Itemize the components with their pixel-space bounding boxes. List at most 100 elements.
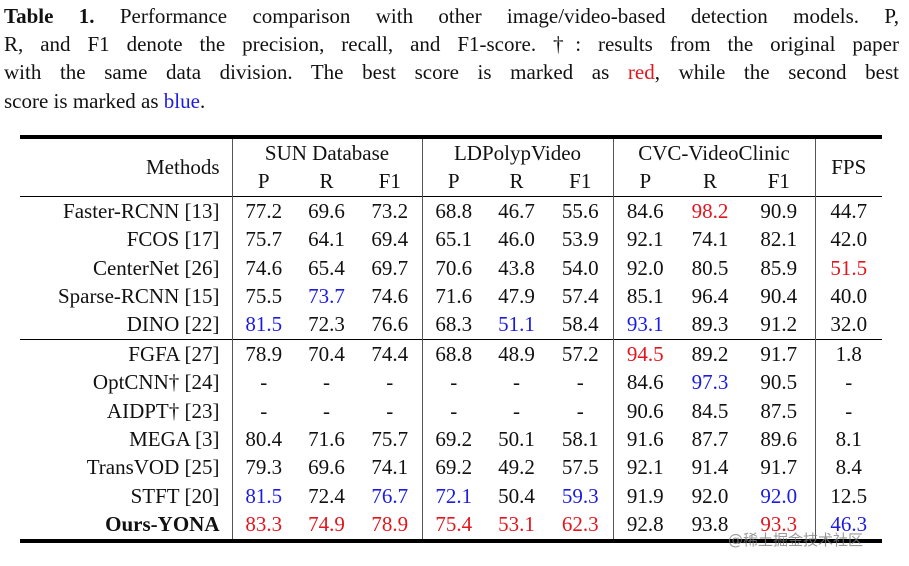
score-cell: 69.4 [371, 227, 409, 252]
header-fps: FPS [814, 137, 883, 197]
score-cell: 74.4 [358, 338, 423, 369]
score-cell: - [231, 368, 295, 397]
score-cell: - [513, 398, 521, 423]
score-cell: 72.4 [308, 483, 345, 508]
score-cell: 58.1 [561, 427, 599, 452]
score-cell: 91.7 [743, 338, 816, 369]
score-cell: 93.8 [691, 512, 729, 537]
score-cell: 91.4 [691, 455, 729, 480]
score-cell: - [386, 398, 394, 423]
score-cell: 89.2 [677, 338, 744, 369]
score-cell: 55.6 [548, 195, 614, 226]
score-cell: - [323, 398, 330, 423]
score-cell: 65.1 [421, 225, 486, 254]
score-cell: 65.4 [308, 255, 345, 280]
score-cell: 69.2 [421, 425, 486, 454]
score-cell: 84.6 [612, 195, 678, 226]
score-cell: 68.8 [421, 338, 486, 369]
score-cell: 57.4 [561, 284, 599, 309]
score-cell: 76.7 [371, 483, 409, 508]
score-cell: 84.6 [612, 368, 678, 397]
score-cell: 70.4 [295, 338, 358, 369]
method-name: DINO [22] [126, 312, 220, 337]
score-cell: 74.1 [691, 227, 729, 252]
score-cell: 78.9 [371, 512, 409, 537]
watermark: @稀土掘金技术社区 [728, 531, 864, 549]
caption-text: Performance comparison with other image/… [94, 4, 899, 28]
score-cell: - [386, 370, 394, 395]
header-metric: F1 [378, 169, 401, 194]
score-cell: - [513, 370, 521, 395]
table-row: CenterNet [26] 74.6 65.4 69.7 70.6 43.8 54.0 92… [20, 253, 883, 283]
score-cell: 91.2 [760, 312, 798, 337]
score-cell: 73.2 [358, 195, 423, 226]
score-cell: 68.3 [421, 310, 486, 340]
score-cell: 75.7 [231, 225, 295, 254]
score-cell: 57.2 [548, 338, 614, 369]
score-cell: 71.6 [308, 427, 345, 452]
caption-label: Table 1. [4, 4, 95, 28]
score-cell: 50.4 [498, 483, 535, 508]
score-cell: 87.7 [691, 427, 729, 452]
performance-table: Methods SUN Database LDPolypVideo CVC-Vi… [20, 135, 883, 543]
score-cell: 92.0 [691, 483, 729, 508]
caption-text: score is marked as [4, 89, 164, 113]
score-cell: 94.5 [612, 338, 678, 369]
fps-cell: 32.0 [814, 310, 883, 340]
score-cell: 54.0 [561, 255, 599, 280]
table-row: Faster-RCNN [13] 77.2 69.6 73.2 68.8 46.7 55.6… [20, 195, 883, 226]
caption-text: . [199, 89, 206, 113]
score-cell: - [576, 370, 584, 395]
score-cell: - [421, 396, 486, 426]
score-cell: 75.4 [421, 510, 486, 541]
score-cell: - [576, 398, 584, 423]
score-cell: 82.1 [760, 227, 798, 252]
fps-cell: 42.0 [814, 225, 883, 254]
header-group-cvc: CVC-VideoClinic [612, 137, 816, 168]
score-cell: 72.1 [421, 481, 486, 511]
method-name: MEGA [3] [129, 427, 220, 452]
blue-word: blue [163, 89, 200, 113]
table-row: DINO [22] 81.5 72.3 76.6 68.3 51.1 58.4 93.1 89.… [20, 310, 883, 340]
score-cell: 74.6 [371, 284, 409, 309]
header-metric: F1 [569, 169, 592, 194]
score-cell: 69.2 [421, 453, 486, 482]
score-cell: 96.4 [691, 284, 729, 309]
table-row: STFT [20] 81.5 72.4 76.7 72.1 50.4 59.3 91.9 92.… [20, 481, 883, 511]
score-cell: 90.6 [612, 396, 678, 426]
method-name: OptCNN† [24] [92, 370, 220, 395]
score-cell: 51.1 [498, 312, 535, 337]
score-cell: 91.7 [760, 455, 798, 480]
method-name: Ours-YONA [105, 512, 220, 537]
score-cell: 69.6 [295, 195, 358, 226]
score-cell: 79.3 [231, 453, 295, 482]
table-row: MEGA [3] 80.4 71.6 75.7 69.2 50.1 58.1 91.6 87.7… [20, 425, 883, 454]
method-name: STFT [20] [130, 483, 220, 508]
score-cell: 85.9 [760, 255, 798, 280]
score-cell: 73.7 [308, 284, 345, 309]
score-cell: 77.2 [231, 195, 295, 226]
method-name: Faster-RCNN [13] [20, 195, 232, 226]
score-cell: 43.8 [498, 255, 535, 280]
red-word: red [627, 60, 655, 84]
score-cell: 64.1 [308, 227, 345, 252]
score-cell: 91.9 [612, 481, 678, 511]
method-name: CenterNet [26] [92, 255, 220, 280]
score-cell: 92.1 [612, 225, 678, 254]
caption-line-2: R, and F1 denote the precision, recall, … [4, 32, 899, 56]
score-cell: 78.9 [231, 338, 295, 369]
header-metric: P [421, 167, 486, 197]
score-cell: 92.8 [612, 510, 678, 541]
score-cell: 81.5 [231, 310, 295, 340]
score-cell: 48.9 [485, 338, 549, 369]
header-group-sun: SUN Database [231, 137, 423, 168]
score-cell: 49.2 [498, 455, 535, 480]
score-cell: 89.3 [691, 312, 729, 337]
fps-cell: - [814, 396, 883, 426]
caption-line-3: with the same data division. The best sc… [4, 58, 899, 86]
score-cell: 69.7 [371, 255, 409, 280]
method-name: TransVOD [25] [86, 455, 220, 480]
header-metric: R [509, 169, 524, 194]
score-cell: 50.1 [498, 427, 535, 452]
score-cell: 74.1 [371, 455, 409, 480]
